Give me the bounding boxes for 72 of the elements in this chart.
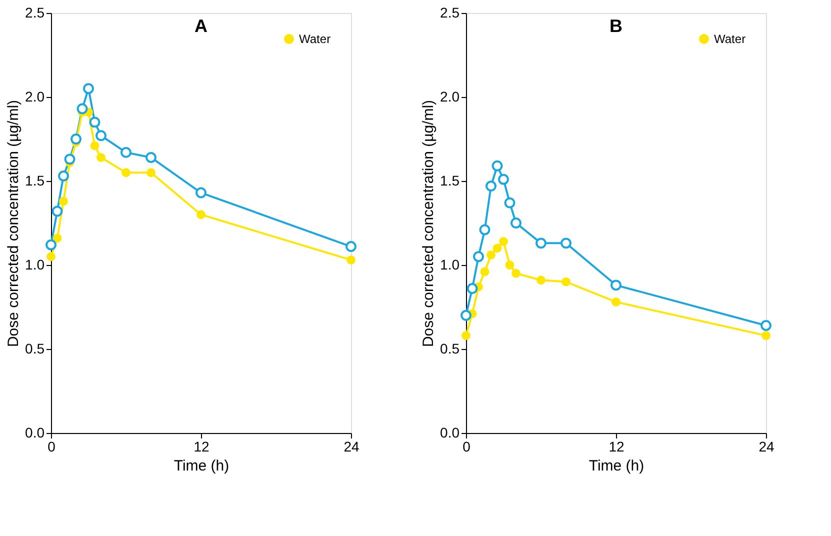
- y-tick-label: 1.5: [25, 172, 45, 188]
- point: [76, 103, 88, 114]
- point: [492, 244, 502, 253]
- point: [536, 238, 546, 249]
- x-tick-label: 24: [758, 438, 774, 454]
- y-tick-label: 1.0: [25, 256, 45, 272]
- point: [58, 170, 69, 182]
- point: [146, 152, 156, 163]
- point: [762, 331, 770, 340]
- y-tick-label: 2.5: [440, 4, 460, 20]
- x-tick-label: 0: [48, 438, 56, 454]
- y-tick-label: 1.5: [440, 172, 460, 188]
- point: [46, 239, 56, 250]
- y-tick-label: 0.5: [25, 340, 45, 356]
- point: [122, 168, 130, 178]
- point: [52, 234, 62, 243]
- y-tick-label: 0.5: [440, 340, 460, 356]
- point: [96, 153, 106, 162]
- x-tick-label: 0: [462, 438, 471, 454]
- y-tick-label: 0.0: [440, 424, 460, 440]
- legend-label: Water: [299, 32, 331, 46]
- point: [52, 206, 63, 217]
- y-tick-label: 2.0: [440, 88, 460, 104]
- point: [498, 174, 509, 185]
- chart-title: B: [610, 16, 622, 36]
- point: [536, 276, 546, 285]
- x-tick-label: 12: [194, 438, 210, 454]
- point: [83, 83, 94, 94]
- point: [64, 154, 76, 165]
- point: [90, 141, 100, 150]
- point: [146, 168, 156, 178]
- point: [504, 197, 516, 208]
- point: [510, 218, 522, 228]
- y-axis-title: Dose corrected concentration (µg/ml): [5, 100, 22, 348]
- y-tick-label: 2.0: [25, 88, 45, 104]
- point: [462, 331, 470, 340]
- point: [59, 196, 68, 206]
- point: [499, 237, 508, 246]
- point: [460, 310, 472, 321]
- point: [96, 130, 106, 142]
- point: [479, 224, 490, 236]
- point: [612, 297, 620, 306]
- y-tick-label: 1.0: [440, 256, 460, 272]
- point: [512, 268, 520, 278]
- point: [466, 283, 478, 294]
- point: [562, 277, 570, 286]
- y-tick-label: 2.5: [25, 4, 45, 20]
- point: [760, 320, 772, 331]
- point: [120, 146, 132, 158]
- y-tick-label: 0.0: [25, 424, 45, 440]
- point: [486, 250, 496, 260]
- point: [505, 260, 514, 270]
- point: [486, 180, 496, 192]
- legend-label: Water: [714, 32, 746, 46]
- point: [346, 241, 356, 252]
- point: [560, 238, 572, 249]
- point: [473, 251, 484, 262]
- point: [196, 187, 206, 198]
- point: [346, 255, 356, 264]
- point: [89, 116, 100, 128]
- chart-title: A: [194, 16, 208, 36]
- point: [480, 267, 490, 276]
- x-axis-title: Time (h): [174, 458, 230, 474]
- x-axis-title: Time (h): [588, 458, 644, 474]
- point: [70, 134, 82, 144]
- point: [610, 280, 622, 291]
- y-axis-title: Dose corrected concentration (µg/ml): [420, 100, 438, 348]
- x-tick-label: 24: [344, 438, 360, 454]
- point: [46, 252, 56, 262]
- point: [492, 160, 503, 172]
- x-tick-label: 12: [608, 438, 624, 454]
- point: [196, 210, 206, 220]
